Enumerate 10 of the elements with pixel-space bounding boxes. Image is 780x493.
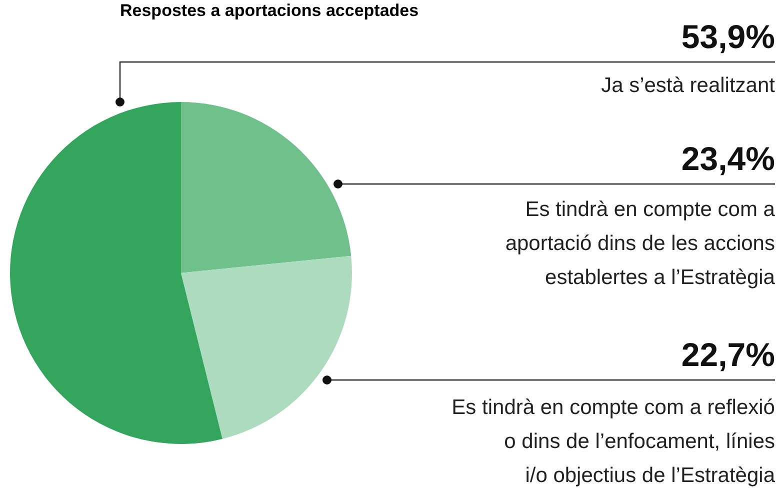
pie-slice <box>10 102 222 444</box>
pie-slice <box>181 102 352 273</box>
data-label: 53,9% <box>681 18 775 55</box>
slice-label: Es tindrà en compte com a reflexió o dins de l’enfocament, línies i/o objectius de l’Estratègia <box>452 396 776 487</box>
pie-slice <box>181 256 352 439</box>
data-label: 23,4% <box>681 140 775 177</box>
chart-title: Respostes a aportacions acceptades <box>120 1 419 20</box>
slice-label: Es tindrà en compte com a aportació dins de les accions establertes a l’Estratègia <box>505 198 776 289</box>
data-label: 22,7% <box>681 336 775 373</box>
slice-label: Ja s’està realitzant <box>601 74 776 97</box>
